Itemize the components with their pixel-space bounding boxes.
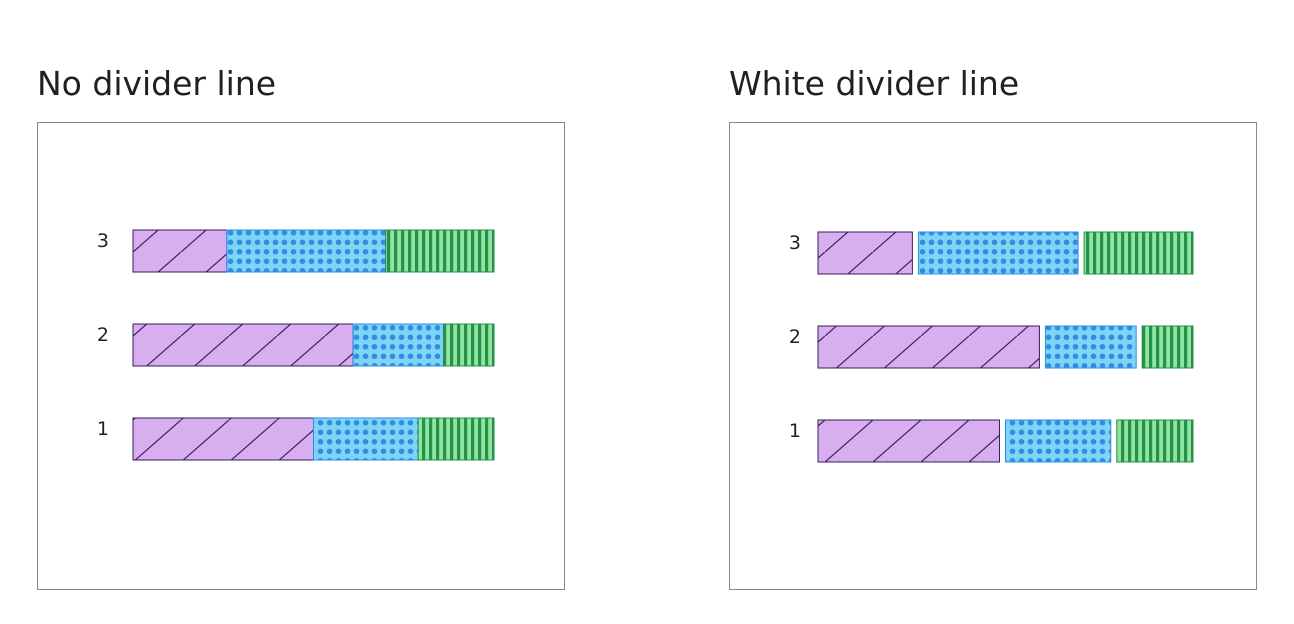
chart-title: No divider line xyxy=(37,64,277,103)
bar-segment xyxy=(417,417,495,461)
category-label: 3 xyxy=(789,232,801,254)
bar-segment xyxy=(1083,231,1194,275)
category-label: 2 xyxy=(97,324,109,346)
bar-segment xyxy=(1005,419,1112,463)
bar-segment xyxy=(226,229,387,273)
bar-segment xyxy=(132,417,314,461)
category-label: 1 xyxy=(789,420,801,442)
bar-segment xyxy=(313,417,419,461)
bar-segment xyxy=(132,229,228,273)
bar-segment xyxy=(1141,325,1194,369)
bar-segment xyxy=(385,229,495,273)
bar-row-2 xyxy=(817,325,1194,369)
bar-segment xyxy=(352,323,444,367)
bar-row-1 xyxy=(817,419,1194,463)
bar-segment xyxy=(132,323,354,367)
chart-panel-white-divider: White divider line 3 2 1 xyxy=(729,0,1269,624)
stacked-bar-chart: 3 2 1 xyxy=(97,229,495,461)
bar-segment xyxy=(817,325,1040,369)
category-label: 2 xyxy=(789,326,801,348)
chart-panel-no-divider: No divider line 3 2 1 xyxy=(37,0,577,624)
category-label: 1 xyxy=(97,418,109,440)
bar-row-1 xyxy=(132,417,495,461)
bar-row-2 xyxy=(132,323,495,367)
bar-segment xyxy=(817,231,913,275)
bar-segment xyxy=(442,323,495,367)
bar-segment xyxy=(1044,325,1137,369)
chart-title: White divider line xyxy=(729,64,1020,103)
bar-segment xyxy=(1116,419,1194,463)
bar-row-3 xyxy=(817,231,1194,275)
bar-segment xyxy=(917,231,1079,275)
category-label: 3 xyxy=(97,230,109,252)
stacked-bar-chart: 3 2 1 xyxy=(789,231,1194,463)
bar-row-3 xyxy=(132,229,495,273)
bar-segment xyxy=(817,419,1000,463)
